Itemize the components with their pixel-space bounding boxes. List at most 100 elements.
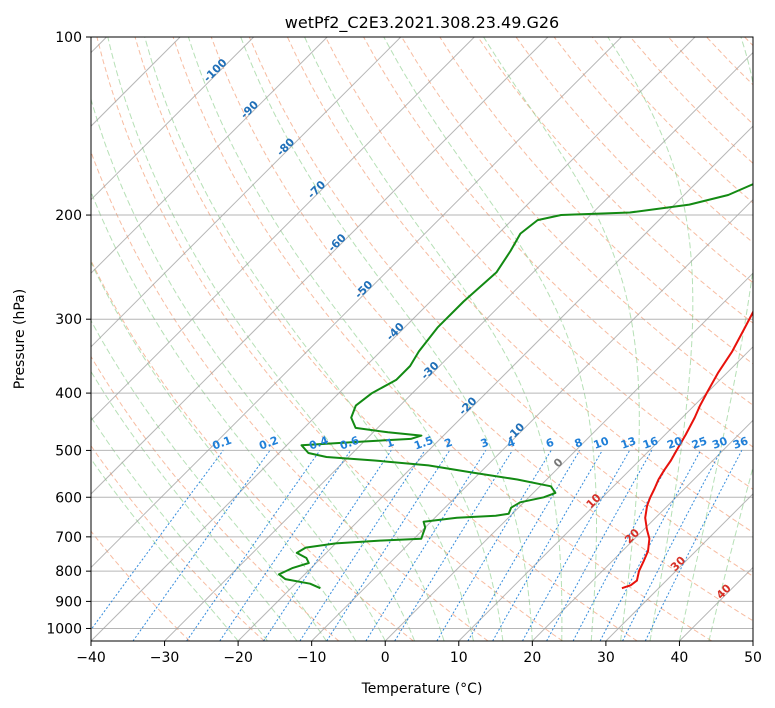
dry-adiabat <box>172 37 713 641</box>
mixing-ratio-label: 13 <box>619 434 638 451</box>
dry-adiabat <box>401 37 753 406</box>
x-tick-label: 50 <box>744 650 762 666</box>
isotherm-line <box>384 272 753 641</box>
x-axis-title: Temperature (°C) <box>361 681 483 697</box>
isotherm-label: 40 <box>714 581 734 601</box>
dry-adiabat <box>477 37 753 324</box>
y-tick-label: 100 <box>55 30 82 46</box>
y-tick-label: 600 <box>55 490 82 506</box>
mixing-ratio-label: 36 <box>731 434 750 452</box>
dry-adiabat <box>91 259 414 641</box>
mixing-ratio-label: 25 <box>690 434 709 451</box>
mixing-ratio-line <box>622 450 722 641</box>
isotherm-line <box>311 198 753 641</box>
mixing-ratio-label: 20 <box>665 434 684 452</box>
y-tick-label: 1000 <box>46 621 82 637</box>
isotherm-line <box>91 37 402 348</box>
dry-adiabat <box>91 444 265 641</box>
isotherm-label: -70 <box>305 178 328 201</box>
isotherm-line <box>679 566 753 641</box>
isotherm-label: -60 <box>325 231 348 254</box>
dry-adiabat <box>591 37 753 204</box>
isotherm-label: -90 <box>238 98 261 121</box>
mixing-ratio-label: 2 <box>443 436 455 451</box>
isotherm-line <box>237 125 753 641</box>
mixing-ratio-line <box>436 450 552 641</box>
y-tick-label: 400 <box>55 386 82 402</box>
moist-adiabat <box>144 37 474 641</box>
mixing-ratio-label: 6 <box>544 436 556 451</box>
mixing-ratio-line <box>644 450 743 641</box>
isotherm-line <box>752 640 753 641</box>
mixing-ratio-line <box>91 450 224 631</box>
x-tick-label: 10 <box>450 650 468 666</box>
x-tick-label: −20 <box>223 650 253 666</box>
y-tick-label: 500 <box>55 443 82 459</box>
dry-adiabat <box>96 37 563 641</box>
isotherm-line <box>531 419 753 641</box>
isotherm-line <box>91 37 696 641</box>
isotherm-line <box>458 346 753 641</box>
mixing-ratio-line <box>132 450 271 641</box>
plot-frame <box>90 36 754 642</box>
y-tick-label: 900 <box>55 594 82 610</box>
isotherm-line <box>605 493 753 641</box>
mixing-ratio-label: 0.1 <box>211 434 234 453</box>
moist-adiabat <box>107 37 445 641</box>
mixing-ratio-label: 0.6 <box>338 434 361 453</box>
chart-title: wetPf2_C2E3.2021.308.23.49.G26 <box>285 13 559 33</box>
x-tick-label: −30 <box>150 650 180 666</box>
mixing-ratio-label: 1 <box>384 436 396 451</box>
x-tick-label: 20 <box>523 650 541 666</box>
dry-adiabat <box>210 37 753 622</box>
x-tick-label: −10 <box>297 650 327 666</box>
dry-adiabat <box>668 37 753 125</box>
dry-adiabat <box>91 150 489 641</box>
dry-adiabat <box>248 37 753 577</box>
dry-adiabat <box>91 355 340 641</box>
dry-adiabat <box>515 37 753 284</box>
mixing-ratio-line <box>365 450 487 641</box>
dry-adiabat <box>744 37 753 47</box>
dry-adiabat <box>91 530 191 641</box>
moist-adiabat <box>678 37 753 641</box>
mixing-ratio-line <box>299 450 426 641</box>
isotherm-label: -80 <box>274 135 297 158</box>
x-tick-label: 40 <box>671 650 689 666</box>
mixing-ratio-line <box>467 450 581 641</box>
mixing-ratio-label: 0.2 <box>257 434 280 453</box>
isotherm-label: -50 <box>352 278 375 301</box>
isotherm-label: -100 <box>201 56 230 85</box>
moist-adiabat <box>483 37 640 641</box>
mixing-ratio-line <box>546 450 653 641</box>
x-tick-label: 0 <box>381 650 390 666</box>
mixing-ratio-line <box>326 450 451 641</box>
mixing-ratio-label: 30 <box>710 434 729 452</box>
dewpoint-profile-line <box>278 183 753 590</box>
mixing-ratio-label: 4 <box>505 436 517 451</box>
mixing-ratio-label: 8 <box>573 436 585 451</box>
mixing-ratio-line <box>522 450 631 641</box>
moist-adiabat <box>91 370 298 641</box>
y-tick-label: 700 <box>55 530 82 546</box>
y-axis-title: Pressure (hPa) <box>12 289 28 389</box>
mixing-ratio-label: 0.4 <box>307 434 330 453</box>
isotherm-line <box>91 37 622 569</box>
moist-adiabat <box>240 37 533 641</box>
moist-adiabat <box>91 416 268 641</box>
isotherm-line <box>91 37 328 274</box>
isotherm-line <box>91 37 255 201</box>
moist-adiabat <box>187 37 504 641</box>
moist-adiabat <box>383 37 597 641</box>
mixing-ratio-label: 1.5 <box>412 434 435 453</box>
isotherm-line <box>164 51 753 641</box>
mixing-ratio-line <box>219 450 352 641</box>
x-tick-label: 30 <box>597 650 615 666</box>
mixing-ratio-label: 10 <box>592 434 611 452</box>
mixing-ratio-line <box>394 450 513 641</box>
mixing-ratio-line <box>572 450 677 641</box>
moist-adiabat <box>91 190 386 641</box>
moist-adiabat <box>607 37 694 641</box>
isotherm-line <box>91 37 549 495</box>
y-tick-label: 300 <box>55 312 82 328</box>
